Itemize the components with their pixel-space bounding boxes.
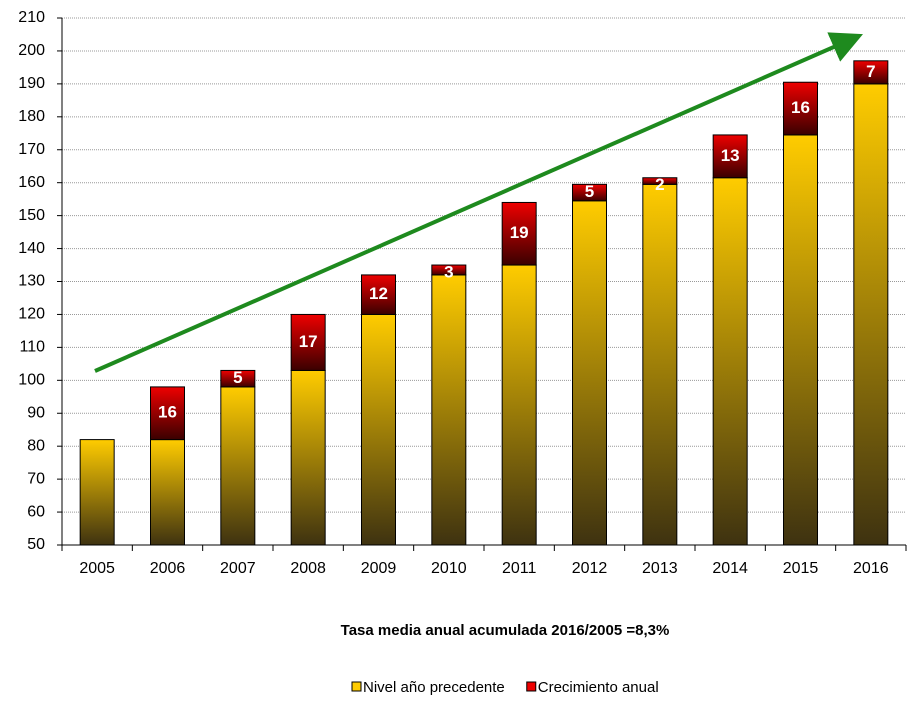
- x-tick-label: 2014: [712, 560, 748, 577]
- x-tick-label: 2011: [502, 560, 537, 577]
- y-tick-label: 130: [18, 273, 45, 290]
- value-label: 5: [585, 182, 594, 201]
- y-tick-label: 100: [18, 372, 45, 389]
- bar-segment: [783, 81, 818, 136]
- x-tick-label: 2008: [290, 560, 326, 577]
- bar-segment: [501, 264, 537, 546]
- value-label: 16: [791, 98, 810, 117]
- y-tick-label: 50: [27, 536, 45, 553]
- y-tick-label: 210: [18, 9, 45, 26]
- bar-segment: [150, 386, 185, 441]
- y-tick-label: 90: [27, 404, 45, 421]
- value-label: 13: [721, 146, 740, 165]
- y-tick-label: 110: [19, 339, 45, 356]
- y-tick-label: 180: [18, 108, 45, 125]
- x-tick-label: 2006: [150, 560, 186, 577]
- y-tick-label: 160: [18, 174, 45, 191]
- y-tick-label: 170: [18, 141, 45, 158]
- x-tick-label: 2010: [431, 560, 467, 577]
- x-tick-label: 2005: [79, 560, 115, 577]
- bar-segment: [361, 274, 396, 315]
- y-tick-label: 70: [27, 470, 45, 487]
- value-label: 7: [866, 62, 875, 81]
- bar-segment: [290, 313, 326, 371]
- bar-segment: [712, 134, 748, 179]
- bar-segment: [712, 177, 748, 546]
- x-tick-label: 2015: [783, 560, 819, 577]
- x-tick-label: 2016: [853, 560, 889, 577]
- x-tick-label: 2009: [361, 560, 397, 577]
- bar-segment: [361, 313, 396, 546]
- y-tick-label: 150: [18, 207, 45, 224]
- bar-segment: [642, 183, 678, 546]
- bar-segment: [501, 201, 537, 266]
- y-tick-label: 60: [27, 503, 45, 520]
- trend-arrow: [94, 32, 863, 373]
- bar-segment: [572, 200, 607, 546]
- legend-label: Crecimiento anual: [538, 679, 659, 696]
- bar-segment: [79, 439, 115, 546]
- bar-segment: [150, 439, 185, 546]
- legend-swatch: [351, 681, 362, 692]
- value-label: 19: [510, 223, 529, 242]
- y-tick-label: 190: [18, 75, 45, 92]
- legend-swatch: [526, 681, 537, 692]
- x-tick-label: 2007: [220, 560, 256, 577]
- bar-segment: [572, 183, 607, 202]
- bar-segment: [431, 264, 467, 276]
- value-label: 5: [233, 368, 242, 387]
- value-label: 2: [655, 175, 664, 194]
- bar-segment: [220, 369, 256, 388]
- bar-segment: [783, 134, 818, 546]
- bar-segment: [431, 274, 467, 546]
- value-label: 3: [444, 263, 453, 282]
- y-tick-label: 200: [18, 42, 45, 59]
- value-label: 16: [158, 403, 177, 422]
- y-tick-label: 140: [18, 240, 45, 257]
- bar-segment: [853, 83, 889, 546]
- value-label: 17: [299, 332, 318, 351]
- legend-label: Nivel año precedente: [363, 679, 505, 696]
- x-tick-label: 2012: [572, 560, 608, 577]
- value-label: 12: [369, 284, 388, 303]
- y-tick-label: 120: [18, 306, 45, 323]
- bar-segment: [220, 386, 256, 546]
- y-tick-label: 80: [27, 437, 45, 454]
- bar-segment: [853, 60, 889, 85]
- bar-segment: [642, 177, 678, 185]
- bar-segment: [290, 369, 326, 546]
- annotation: Tasa media anual acumulada 2016/2005 =8,…: [341, 622, 670, 639]
- x-tick-label: 2013: [642, 560, 678, 577]
